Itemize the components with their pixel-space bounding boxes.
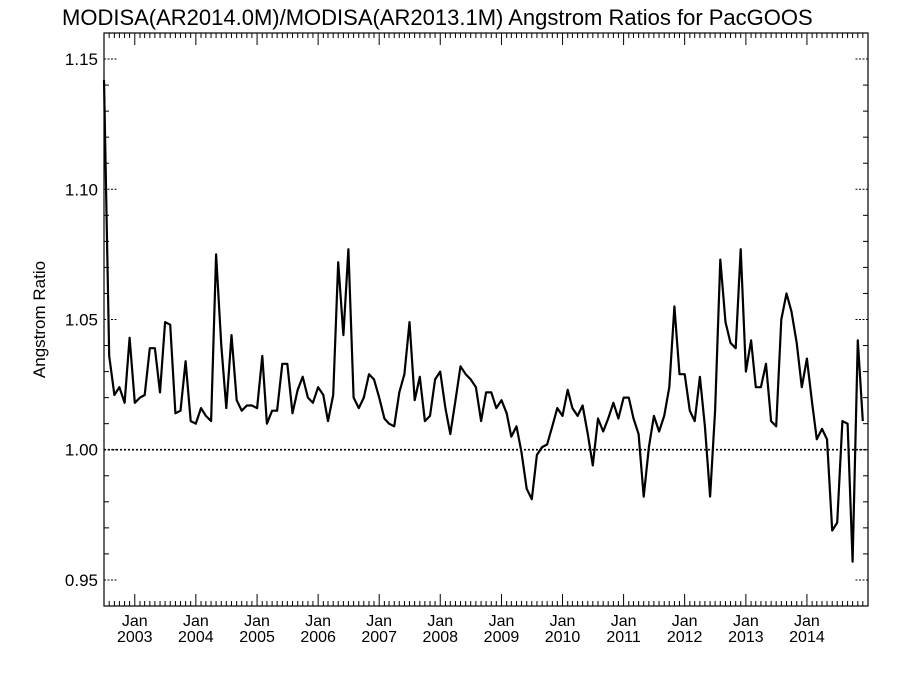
x-tick-label-month: Jan	[183, 613, 209, 630]
x-tick-label-year: 2006	[300, 629, 336, 646]
y-tick-label: 1.15	[65, 50, 98, 69]
y-axis-ticks: 0.95 1.00 1.05 1.10 1.15	[65, 32, 868, 607]
series-line	[102, 79, 864, 563]
x-tick-label-month: Jan	[611, 613, 637, 630]
x-tick-label-month: Jan	[244, 613, 270, 630]
x-tick-label-year: 2012	[667, 629, 703, 646]
x-tick-label-year: 2009	[484, 629, 520, 646]
y-axis-label: Angstrom Ratio	[30, 261, 49, 378]
x-tick-label-month: Jan	[366, 613, 392, 630]
x-tick-label-month: Jan	[672, 613, 698, 630]
x-tick-label-month: Jan	[733, 613, 759, 630]
y-tick-label: 1.05	[65, 311, 98, 330]
y-tick-label: 0.95	[65, 571, 98, 590]
x-axis-ticks: Jan2003Jan2004Jan2005Jan2006Jan2007Jan20…	[108, 33, 864, 646]
x-tick-label-year: 2007	[361, 629, 397, 646]
x-tick-label-month: Jan	[427, 613, 453, 630]
x-tick-label-year: 2005	[239, 629, 275, 646]
y-tick-label: 1.10	[65, 180, 98, 199]
x-tick-label-year: 2014	[789, 629, 825, 646]
y-tick-label: 1.00	[65, 441, 98, 460]
x-tick-label-month: Jan	[794, 613, 820, 630]
x-tick-label-month: Jan	[550, 613, 576, 630]
x-tick-label-year: 2004	[178, 629, 214, 646]
chart-title: MODISA(AR2014.0M)/MODISA(AR2013.1M) Angs…	[62, 5, 813, 30]
x-tick-label-year: 2010	[545, 629, 581, 646]
x-tick-label-year: 2011	[606, 629, 641, 646]
x-tick-label-year: 2008	[422, 629, 458, 646]
x-tick-label-year: 2013	[728, 629, 764, 646]
x-tick-label-month: Jan	[489, 613, 515, 630]
x-tick-label-year: 2003	[117, 629, 153, 646]
plot-frame	[103, 32, 869, 607]
x-tick-label-month: Jan	[122, 613, 148, 630]
x-tick-label-month: Jan	[305, 613, 331, 630]
